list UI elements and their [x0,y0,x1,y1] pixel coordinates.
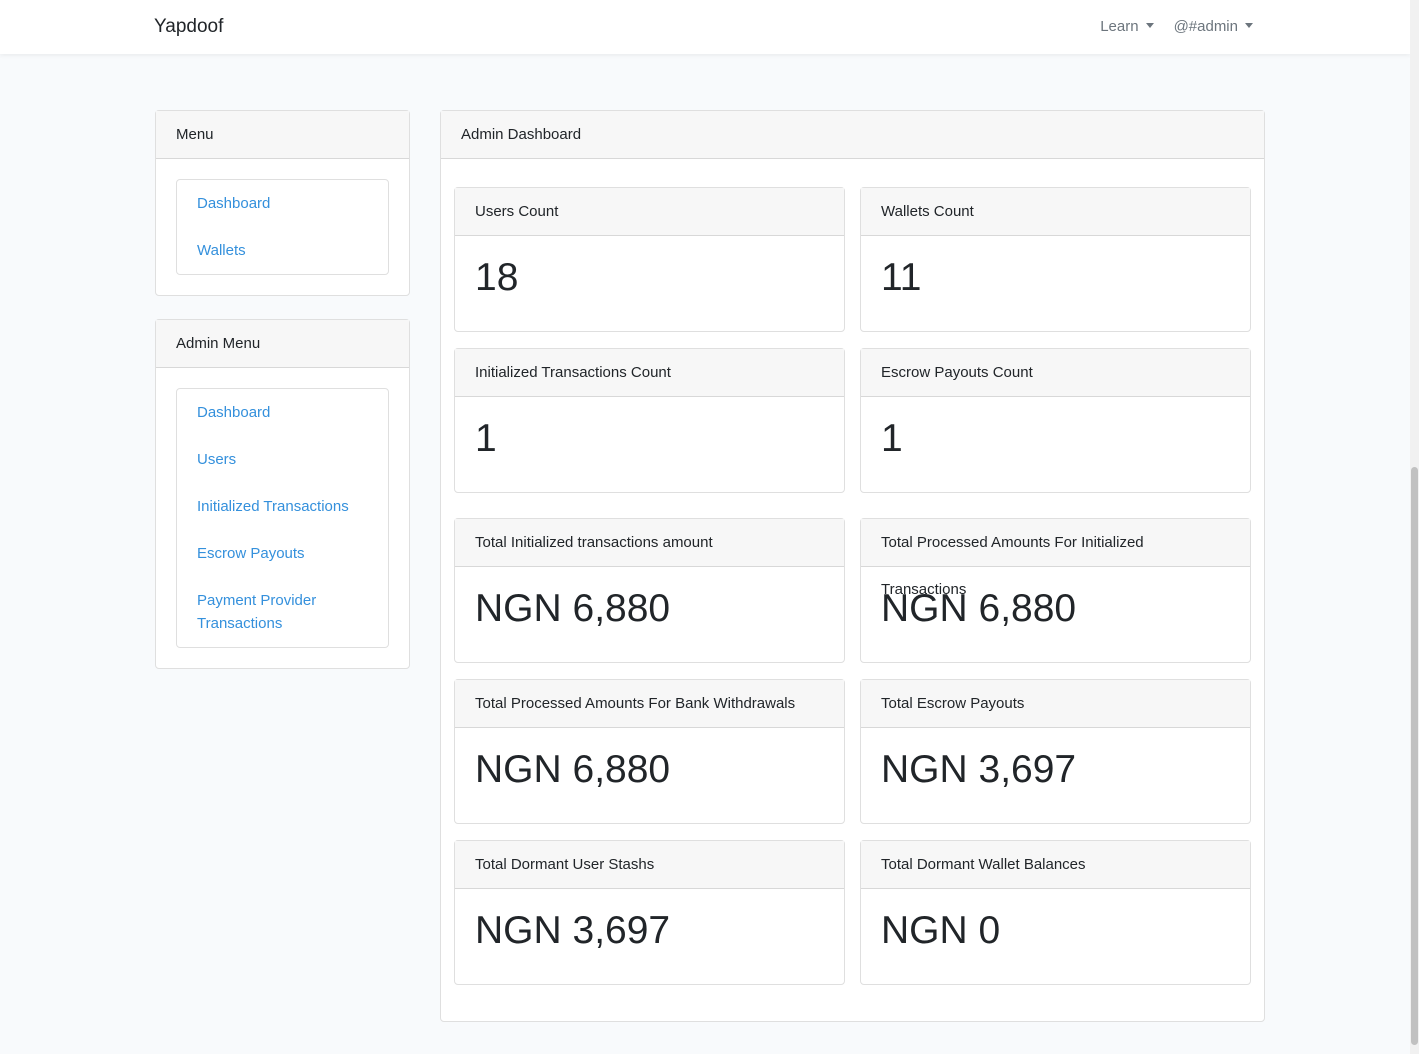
card-header: Admin Menu [156,320,409,368]
stat-value: 11 [881,256,922,299]
stat-value: 1 [881,417,903,460]
menu-link[interactable]: Initialized Transactions [197,498,349,515]
stat-label: Total Escrow Payouts [861,680,1250,728]
card-header: Menu [156,111,409,159]
stat-label: Users Count [455,188,844,236]
stat-value: 18 [475,256,519,299]
stat-value: NGN 0 [881,909,1001,952]
nav-item[interactable]: Learn [1100,18,1153,35]
stat-value: NGN 6,880 [475,748,671,791]
stat-value: 1 [475,417,497,460]
card-body: Dashboard Users Initialized Transactions Es… [156,368,409,668]
list-group: Dashboard Users Initialized Transactions Es… [176,388,389,648]
stat-card: Total Processed Amounts For Bank Withdra… [454,679,845,824]
menu-card: Admin Menu Dashboard Users Initialized Tran… [155,319,410,669]
stat-value: NGN 6,880 [881,587,1077,630]
nav-item[interactable]: @#admin [1174,18,1253,35]
stat-card: Wallets Count 11 [860,187,1251,332]
list-group: Dashboard Wallets [176,179,389,275]
menu-card: Menu Dashboard Wallets [155,110,410,296]
nav-items: Learn @#admin [1100,18,1253,35]
card-body: Dashboard Wallets [156,159,409,295]
stat-card: Initialized Transactions Count 1 [454,348,845,493]
stat-label: Wallets Count [861,188,1250,236]
menu-link[interactable]: Dashboard [197,404,271,421]
menu-link[interactable]: Users [197,451,237,468]
stat-label: Total Initialized transactions amount [455,519,844,567]
stat-value: NGN 3,697 [475,909,671,952]
menu-link[interactable]: Escrow Payouts [197,545,305,562]
scroll-thumb[interactable] [1411,467,1418,1045]
stat-card: Escrow Payouts Count 1 [860,348,1251,493]
stat-card: Total Dormant User Stashs NGN 3,697 [454,840,845,985]
stat-label: Total Processed Amounts For Initialized … [861,519,1250,598]
stat-card: Total Escrow Payouts NGN 3,697 [860,679,1251,824]
stat-card: Total Dormant Wallet Balances NGN 0 [860,840,1251,985]
menu-link[interactable]: Payment Provider Transactions [197,592,317,632]
stat-label: Total Processed Amounts For Bank Withdra… [455,680,844,728]
stat-label: Total Dormant User Stashs [455,841,844,889]
stat-value: NGN 3,697 [881,748,1077,791]
scrollbar[interactable] [1410,0,1419,1054]
stat-label: Total Dormant Wallet Balances [861,841,1250,889]
menu-link[interactable]: Wallets [197,242,246,259]
stat-card: Total Initialized transactions amount NGN… [454,518,845,663]
card-header: Admin Dashboard [441,111,1264,159]
stat-card: Total Processed Amounts For Initialized … [860,518,1251,663]
stat-value: NGN 6,880 [475,587,671,630]
stat-card: Users Count 18 [454,187,845,332]
menu-link[interactable]: Dashboard [197,195,271,212]
brand[interactable]: Yapdoof [154,16,224,37]
main-card: Admin Dashboard Users Count 18 Wallets Cou… [440,110,1265,1022]
stat-label: Escrow Payouts Count [861,349,1250,397]
navbar: Yapdoof Learn @#admin [0,0,1410,54]
stat-label: Initialized Transactions Count [455,349,844,397]
